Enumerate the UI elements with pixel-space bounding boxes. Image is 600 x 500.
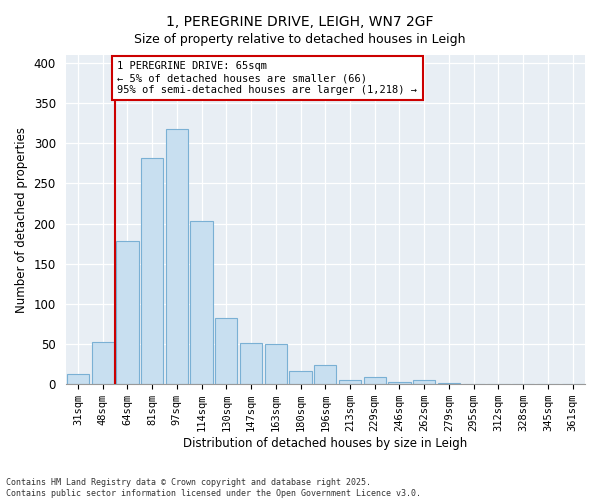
Bar	[190, 221, 213, 384]
X-axis label: Distribution of detached houses by size in Leigh: Distribution of detached houses by size …	[183, 437, 467, 450]
Bar	[92, 342, 114, 384]
Text: Size of property relative to detached houses in Leigh: Size of property relative to detached ho…	[134, 32, 466, 46]
Bar	[265, 344, 287, 384]
Bar	[166, 129, 188, 384]
Bar	[116, 242, 139, 384]
Bar	[215, 318, 238, 384]
Text: 1, PEREGRINE DRIVE, LEIGH, WN7 2GF: 1, PEREGRINE DRIVE, LEIGH, WN7 2GF	[166, 15, 434, 29]
Bar	[388, 382, 410, 384]
Text: 1 PEREGRINE DRIVE: 65sqm
← 5% of detached houses are smaller (66)
95% of semi-de: 1 PEREGRINE DRIVE: 65sqm ← 5% of detache…	[118, 62, 418, 94]
Bar	[289, 372, 311, 384]
Bar	[240, 344, 262, 384]
Bar	[339, 380, 361, 384]
Bar	[413, 380, 436, 384]
Bar	[67, 374, 89, 384]
Bar	[314, 365, 337, 384]
Y-axis label: Number of detached properties: Number of detached properties	[15, 126, 28, 312]
Bar	[364, 377, 386, 384]
Text: Contains HM Land Registry data © Crown copyright and database right 2025.
Contai: Contains HM Land Registry data © Crown c…	[6, 478, 421, 498]
Bar	[141, 158, 163, 384]
